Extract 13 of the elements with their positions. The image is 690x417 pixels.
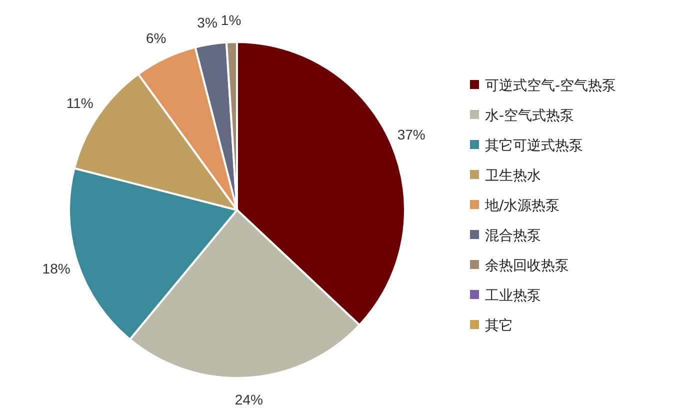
legend-label: 混合热泵 xyxy=(485,228,541,244)
data-label: 18% xyxy=(42,260,70,277)
legend-label: 其它 xyxy=(485,318,513,334)
legend-label: 工业热泵 xyxy=(485,288,541,304)
legend-label: 余热回收热泵 xyxy=(485,258,569,274)
data-label: 37% xyxy=(397,126,426,143)
data-label: 3% xyxy=(197,14,218,30)
legend-label: 卫生热水 xyxy=(485,168,541,184)
data-label: 24% xyxy=(234,392,263,408)
data-label: 6% xyxy=(146,30,166,46)
legend-label: 地/水源热泵 xyxy=(484,198,560,214)
data-label: 1% xyxy=(220,12,242,28)
data-label: 11% xyxy=(66,95,94,112)
